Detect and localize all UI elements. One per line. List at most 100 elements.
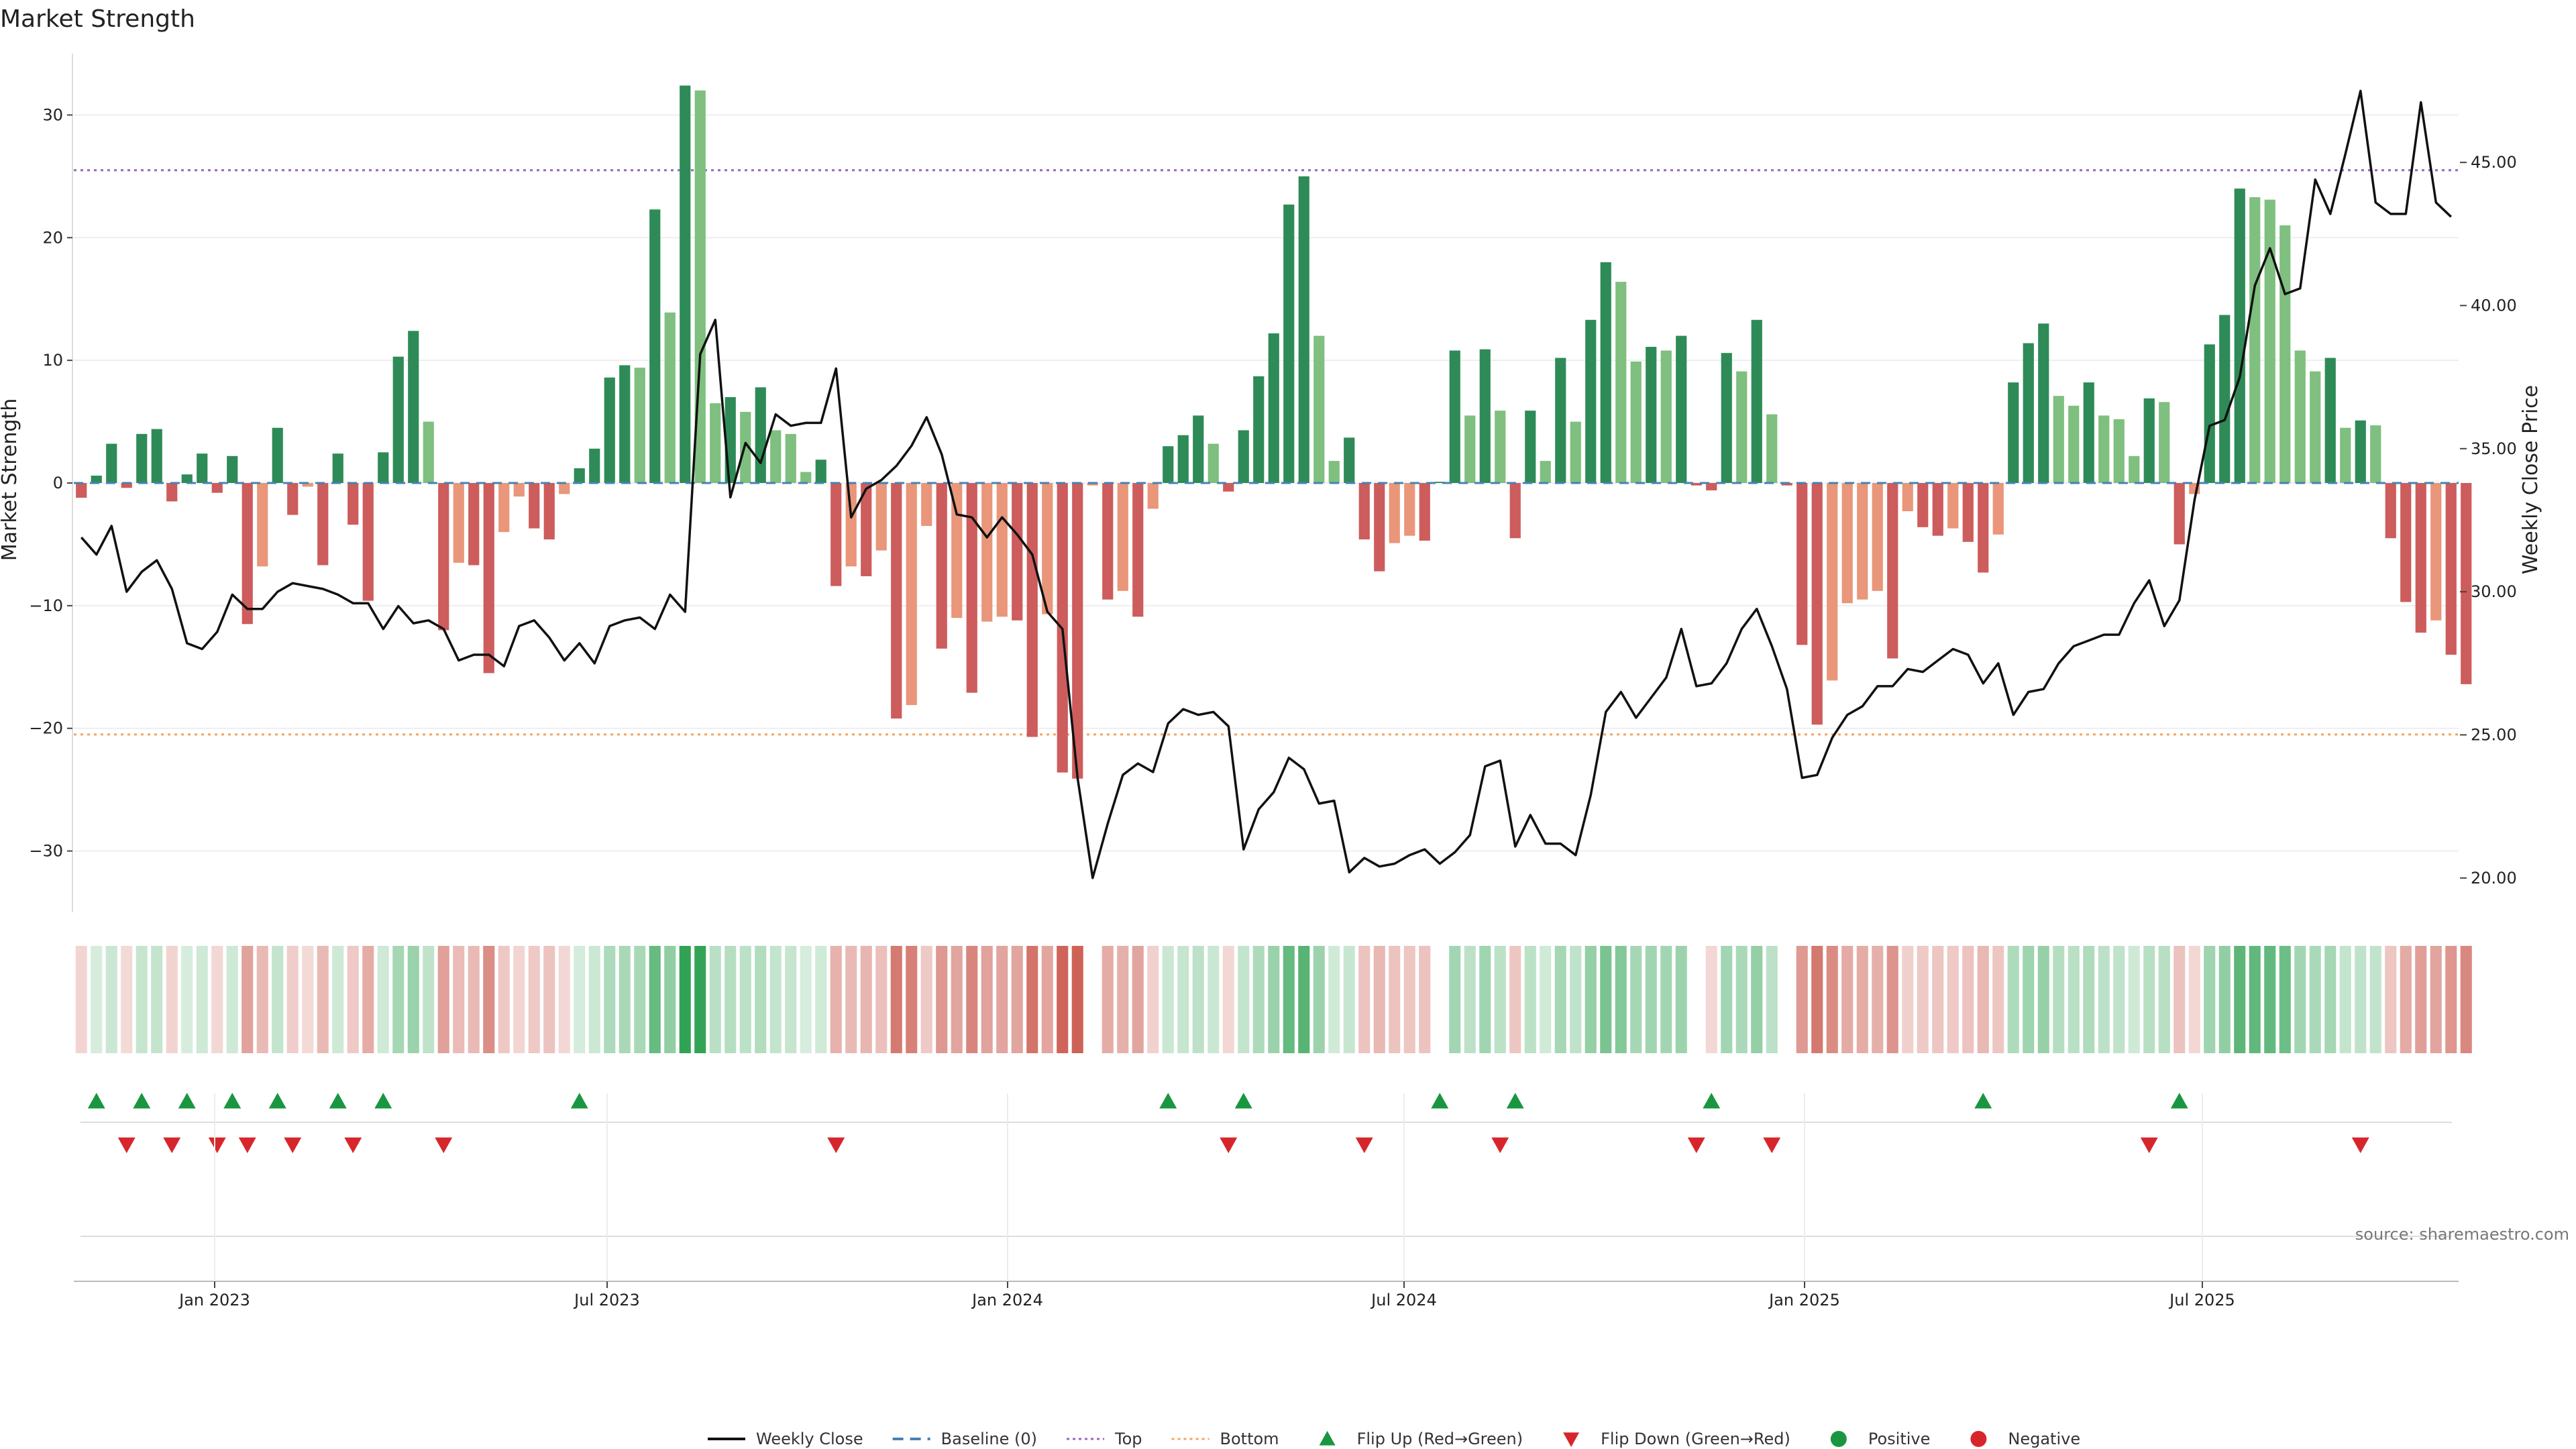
strength-bar [1721, 353, 1732, 483]
heat-cell [256, 946, 268, 1053]
strength-bar [1072, 483, 1083, 779]
left-tick-label: −30 [29, 842, 63, 861]
heat-cell [1721, 946, 1733, 1053]
strength-bar [1600, 262, 1611, 483]
strength-bar [1781, 483, 1792, 486]
heat-cell [91, 946, 103, 1053]
left-tick-label: −20 [29, 719, 63, 738]
flip-down-marker [1355, 1137, 1373, 1153]
strength-bar [1026, 483, 1038, 737]
heat-cell [1283, 946, 1295, 1053]
heat-cell [815, 946, 827, 1053]
strength-bar [2219, 315, 2231, 483]
heat-cell [649, 946, 661, 1053]
heat-cell [166, 946, 178, 1053]
strength-bar [302, 483, 313, 487]
heat-cell [2204, 946, 2216, 1053]
strength-bar [2129, 455, 2140, 483]
flip-down-marker [1687, 1137, 1705, 1153]
right-tick-label: 40.00 [2471, 296, 2517, 315]
right-tick-label: 30.00 [2471, 582, 2517, 601]
strength-bar [2113, 419, 2125, 483]
strength-bar [1012, 483, 1023, 621]
strength-bar [2461, 483, 2472, 684]
flip-up-marker [268, 1093, 286, 1109]
strength-bar [664, 312, 676, 483]
heat-cell [286, 946, 299, 1053]
strength-bar [1449, 350, 1460, 483]
flip-down-marker [117, 1137, 136, 1153]
strength-bar [529, 483, 540, 529]
heat-cell [196, 946, 208, 1053]
heat-cell [2460, 946, 2472, 1053]
heat-cell [392, 946, 405, 1053]
heat-cell [2037, 946, 2049, 1053]
strength-bar [1208, 443, 1219, 483]
flip-down-marker [284, 1137, 302, 1153]
heat-cell [1962, 946, 1974, 1053]
heat-cell [1675, 946, 1687, 1053]
strength-bar [1358, 483, 1370, 540]
heat-cell [1298, 946, 1310, 1053]
flip-up-marker [2170, 1093, 2188, 1109]
strength-bar [634, 368, 645, 483]
strength-bar [2400, 483, 2412, 602]
legend-label: Flip Down (Green→Red) [1601, 1430, 1790, 1448]
strength-bar [2234, 189, 2245, 483]
heat-cell [2083, 946, 2095, 1053]
strength-bar [1253, 376, 1265, 483]
heat-cell [1238, 946, 1250, 1053]
strength-bar [1163, 446, 1174, 483]
strength-bar [1857, 483, 1868, 600]
legend-label: Baseline (0) [941, 1430, 1037, 1448]
strength-bar [2310, 371, 2321, 483]
strength-bar [2249, 197, 2261, 483]
strength-bar [347, 483, 359, 525]
flip-up-marker [223, 1093, 241, 1109]
heat-cell [1162, 946, 1174, 1053]
heat-cell [1328, 946, 1340, 1053]
strength-bar [1283, 204, 1295, 483]
heat-cell [1071, 946, 1083, 1053]
strength-bar [317, 483, 329, 566]
flip-up-marker [1431, 1093, 1449, 1109]
strength-bar [1434, 482, 1446, 483]
strength-bar [1132, 483, 1144, 617]
strength-bar [1796, 483, 1808, 645]
heat-cell [2113, 946, 2125, 1053]
strength-bar [1887, 483, 1898, 659]
flip-down-marker [2140, 1137, 2158, 1153]
strength-bar [891, 483, 902, 719]
heat-cell [1147, 946, 1159, 1053]
heat-cell [423, 946, 435, 1053]
strength-bar [1630, 361, 1642, 483]
strength-bar [589, 448, 600, 483]
left-tick-label: 20 [42, 228, 63, 247]
heat-cell [453, 946, 465, 1053]
heat-cell [2339, 946, 2351, 1053]
flip-up-marker [329, 1093, 347, 1109]
legend-item-flip-up: Flip Up (Red→Green) [1319, 1430, 1523, 1448]
right-tick-label: 45.00 [2471, 153, 2517, 172]
legend-label: Weekly Close [756, 1430, 863, 1448]
heat-cell [996, 946, 1008, 1053]
flip-down-marker [1220, 1137, 1238, 1153]
heat-cell [739, 946, 751, 1053]
strength-bar [1464, 415, 1476, 483]
heat-cell [2355, 946, 2367, 1053]
strength-bar [800, 472, 812, 483]
heat-cell [558, 946, 570, 1053]
heat-cell [1856, 946, 1868, 1053]
heat-cell [1902, 946, 1914, 1053]
heat-cell [845, 946, 857, 1053]
strength-bar [1298, 176, 1309, 483]
strength-bar [2023, 343, 2034, 483]
heat-cell [1735, 946, 1748, 1053]
flip-down-marker [435, 1137, 453, 1153]
strength-bar [861, 483, 872, 576]
heat-cell [1041, 946, 1053, 1053]
strength-bar [2430, 483, 2442, 621]
heat-cell [1358, 946, 1371, 1053]
heat-cell [483, 946, 495, 1053]
heat-cell [2264, 946, 2276, 1053]
